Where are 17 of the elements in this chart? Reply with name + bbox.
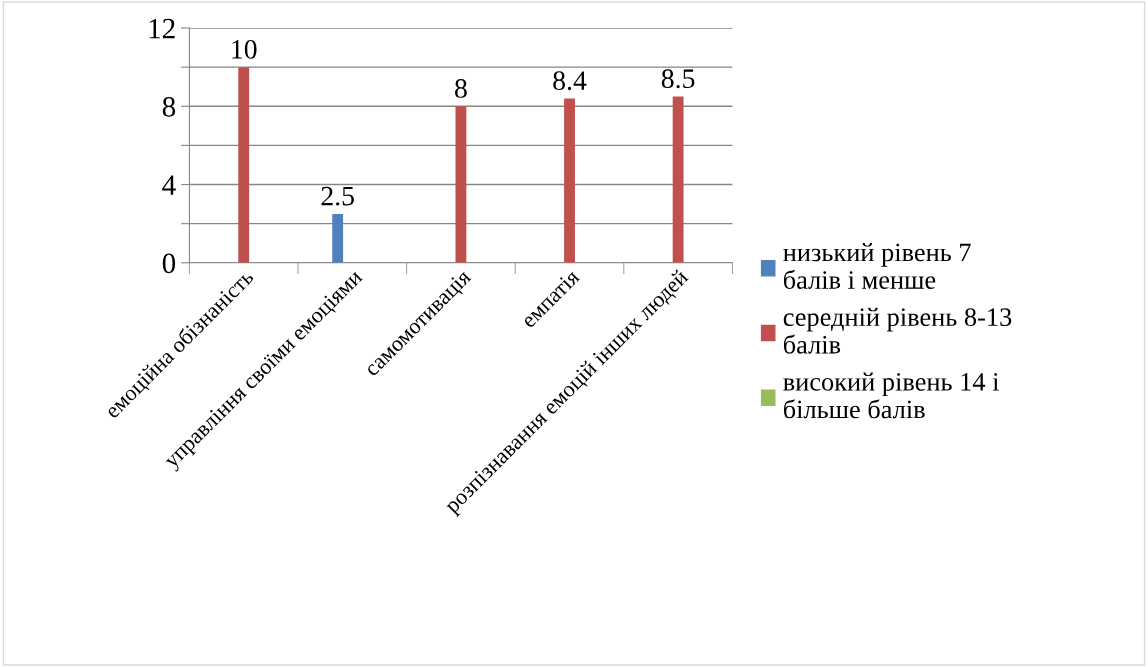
bar: [564, 98, 575, 263]
data-label: 8.4: [553, 71, 587, 91]
legend-label: середній рівень 8-13 балів: [783, 307, 1012, 354]
legend-label: низький рівень 7 балів і менше: [783, 243, 971, 289]
bar: [332, 213, 344, 263]
y-tick-label: 0: [162, 253, 176, 274]
y-tick-label: 8: [162, 97, 176, 117]
data-label: 2.5: [321, 186, 354, 206]
bar: [455, 106, 467, 263]
data-label: 8: [455, 79, 467, 98]
y-tick-label: 4: [162, 175, 176, 195]
bar: [672, 96, 684, 263]
bar: [238, 67, 250, 263]
data-label: 10: [232, 39, 257, 59]
data-label: 8.5: [661, 69, 695, 89]
legend-label: високий рівень 14 і більше балів: [783, 372, 999, 419]
y-tick-label: 12: [149, 18, 175, 39]
